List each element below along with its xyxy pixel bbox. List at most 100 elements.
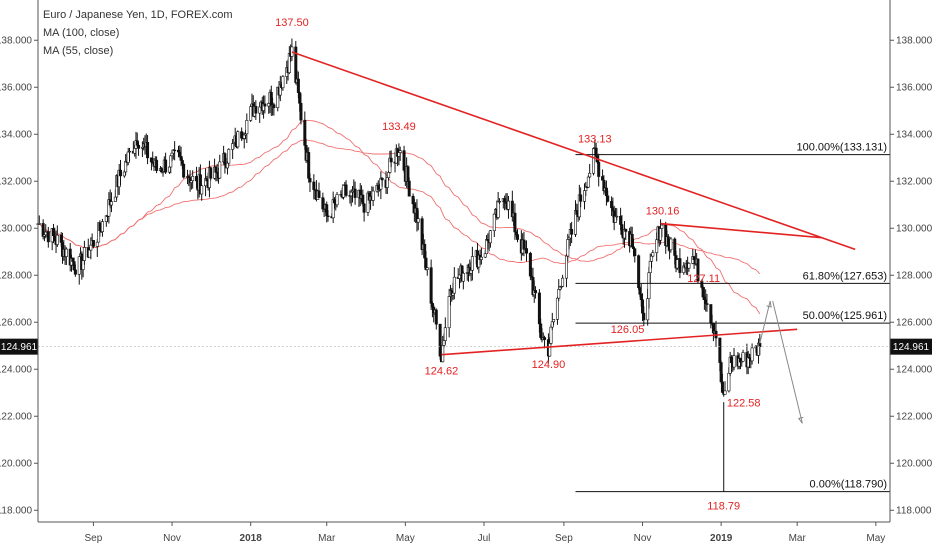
y-tick-label-left: 138.000 xyxy=(0,35,32,46)
candle-body xyxy=(488,230,492,244)
fib-level-label: 50.00%(125.961) xyxy=(803,310,887,322)
ma-55-line xyxy=(37,119,761,315)
candle-body xyxy=(227,149,231,164)
candle-body xyxy=(317,190,321,198)
candle-body xyxy=(525,248,529,254)
trendline-upper xyxy=(291,51,856,251)
chart-title: Euro / Japanese Yen, 1D, FOREX.com xyxy=(43,9,233,21)
candle-body xyxy=(281,76,285,89)
candle-body xyxy=(515,234,519,240)
candle-body xyxy=(236,131,240,148)
labels: 100.00%(133.131) 61.80%(127.653) 50.00%(12… xyxy=(275,17,887,513)
candle-body xyxy=(534,290,538,294)
candle-body xyxy=(296,78,300,93)
candle-body xyxy=(660,224,664,229)
candle-body xyxy=(82,247,86,261)
projection-arrow-2 xyxy=(772,300,803,424)
candle-body xyxy=(678,258,682,273)
trendline-inner xyxy=(660,222,822,239)
price-tag-right-label: 124.961 xyxy=(893,342,930,353)
candle-body xyxy=(642,312,646,321)
candle-body xyxy=(89,244,93,251)
candle-body xyxy=(497,200,501,203)
fib-level-label: 100.00%(133.131) xyxy=(796,142,887,154)
candle-body xyxy=(64,248,68,257)
candle-body xyxy=(506,200,510,210)
y-tick-label-right: 122.000 xyxy=(896,411,932,422)
y-tick-label-right: 128.000 xyxy=(896,270,932,281)
candle-body xyxy=(687,263,691,269)
candle-body xyxy=(398,150,402,153)
candle-body xyxy=(41,223,45,237)
candle-body xyxy=(543,337,547,340)
candle-body xyxy=(434,309,438,325)
price-annotation: 118.79 xyxy=(707,501,740,513)
candle-body xyxy=(263,103,267,107)
candle-body xyxy=(720,381,724,393)
x-tick-label: Sep xyxy=(85,533,103,544)
candle-body xyxy=(218,161,222,179)
projection-arrow-head xyxy=(766,301,772,308)
y-tick-label-left: 128.000 xyxy=(0,270,32,281)
y-tick-label-left: 126.000 xyxy=(0,317,32,328)
x-tick-label: Nov xyxy=(163,533,181,544)
price-tag-right xyxy=(890,338,932,355)
y-tick-label-right: 134.000 xyxy=(896,129,932,140)
candle-body xyxy=(344,184,348,196)
y-tick-label-right: 136.000 xyxy=(896,82,932,93)
candle-body xyxy=(95,241,99,247)
candle-body xyxy=(335,194,339,206)
candle-body xyxy=(407,180,411,197)
candle-body xyxy=(299,102,303,121)
y-tick-label-right: 130.000 xyxy=(896,223,932,234)
candle-body xyxy=(91,240,95,247)
price-annotation: 126.05 xyxy=(611,324,645,336)
candle-body xyxy=(561,277,565,287)
y-tick-label-left: 118.000 xyxy=(0,505,32,516)
candle-body xyxy=(651,252,655,257)
y-tick-label-left: 122.000 xyxy=(0,411,32,422)
ma-55-legend: MA (55, close) xyxy=(43,45,114,57)
candles xyxy=(36,38,762,492)
y-tick-label-right: 120.000 xyxy=(896,458,932,469)
projection-arrow-1 xyxy=(759,300,771,344)
candle-body xyxy=(452,276,456,294)
candle-body xyxy=(191,176,195,181)
projection-arrow-head xyxy=(797,416,804,424)
candle-body xyxy=(552,319,556,323)
candle-body xyxy=(496,201,500,218)
candle-body xyxy=(588,172,592,178)
x-tick-label: Mar xyxy=(318,533,336,544)
x-tick-label: Nov xyxy=(634,533,652,544)
candle-body xyxy=(362,203,366,213)
candle-body xyxy=(55,234,59,245)
candle-body xyxy=(146,142,150,159)
candle-body xyxy=(155,159,159,171)
candle-body xyxy=(479,256,483,260)
candle-body xyxy=(741,352,745,362)
candle-body xyxy=(361,194,365,205)
candle-body xyxy=(312,181,316,190)
candle-body xyxy=(245,120,249,135)
candle-body xyxy=(443,327,447,341)
y-tick-label-left: 120.000 xyxy=(0,458,32,469)
candle-body xyxy=(483,253,487,258)
x-tick-label: Mar xyxy=(789,533,807,544)
candle-body xyxy=(137,144,141,149)
candle-body xyxy=(200,185,204,195)
candle-body xyxy=(750,347,754,362)
drawings: 124.961 124.961 xyxy=(0,51,932,493)
price-annotation: 137.50 xyxy=(275,17,309,29)
candle-body xyxy=(272,104,276,108)
candle-body xyxy=(470,256,474,271)
candle-body xyxy=(441,345,445,363)
y-tick-label-right: 124.000 xyxy=(896,364,932,375)
candle-body xyxy=(633,248,637,257)
candle-body xyxy=(606,195,610,202)
candle-body xyxy=(705,303,709,305)
x-tick-label: Sep xyxy=(555,533,573,544)
candle-body xyxy=(732,355,736,368)
candle-body xyxy=(597,161,601,177)
